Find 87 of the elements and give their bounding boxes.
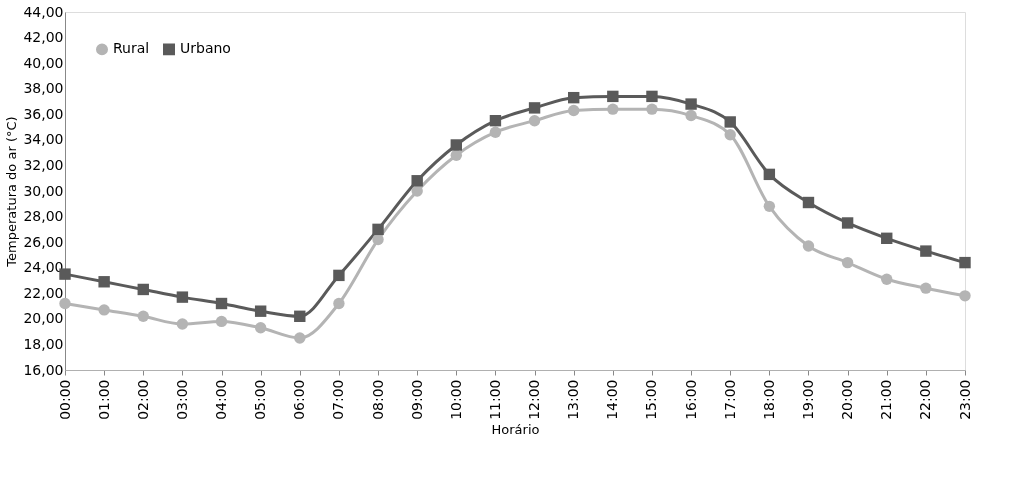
- point: [98, 276, 110, 288]
- y-tick-label: 42,00: [23, 29, 64, 46]
- x-tick-label: 03:00: [173, 379, 190, 420]
- point: [881, 273, 893, 285]
- y-tick-label: 40,00: [23, 54, 64, 71]
- point: [411, 175, 423, 187]
- x-tick-label: 04:00: [213, 379, 230, 420]
- x-tick-label: 11:00: [486, 379, 503, 420]
- point: [567, 91, 580, 104]
- y-axis-title: Temperatura do ar (°C): [4, 116, 20, 268]
- y-tick-label: 16,00: [23, 361, 64, 378]
- point: [763, 200, 776, 213]
- point: [215, 315, 228, 328]
- point: [137, 283, 149, 296]
- y-tick-label: 20,00: [23, 310, 64, 327]
- x-tick-label: 18:00: [760, 379, 777, 420]
- point: [567, 104, 580, 117]
- point: [254, 305, 267, 317]
- x-tick-label: 23:00: [956, 379, 973, 420]
- point: [802, 196, 815, 209]
- point: [881, 232, 893, 245]
- x-tick-label: 00:00: [56, 379, 73, 420]
- point: [607, 103, 619, 115]
- point: [607, 90, 619, 103]
- x-tick-label: 20:00: [839, 379, 856, 420]
- point: [450, 139, 463, 151]
- point: [489, 126, 502, 138]
- y-tick-label: 22,00: [23, 284, 64, 301]
- point: [489, 114, 502, 127]
- point: [646, 90, 658, 103]
- x-tick-label: 08:00: [369, 379, 386, 420]
- x-tick-label: 17:00: [721, 379, 738, 420]
- x-tick-label: 16:00: [682, 379, 699, 420]
- x-tick-label: 22:00: [917, 379, 934, 420]
- x-tick-label: 10:00: [447, 379, 464, 420]
- point: [841, 217, 854, 229]
- point: [294, 310, 306, 322]
- x-tick-label: 21:00: [878, 379, 895, 420]
- y-tick-label: 36,00: [23, 105, 64, 122]
- point: [685, 109, 697, 122]
- point: [646, 103, 658, 115]
- point: [176, 318, 189, 330]
- point: [802, 240, 815, 252]
- x-tick-label: 14:00: [604, 379, 621, 420]
- x-axis-title: Horário: [491, 421, 540, 437]
- point: [724, 129, 736, 141]
- point: [98, 304, 110, 316]
- point: [411, 185, 423, 197]
- y-tick-label: 34,00: [23, 131, 64, 148]
- point: [333, 297, 345, 310]
- legend-label: Urbano: [180, 40, 231, 57]
- x-tick-label: 06:00: [291, 379, 308, 420]
- point: [294, 332, 306, 344]
- point: [841, 256, 854, 269]
- point: [763, 168, 776, 181]
- x-tick-label: 19:00: [799, 379, 816, 420]
- y-tick-label: 32,00: [23, 156, 64, 173]
- point: [215, 297, 228, 310]
- y-tick-label: 44,00: [23, 3, 64, 20]
- point: [254, 322, 267, 334]
- x-tick-label: 15:00: [643, 379, 660, 420]
- y-tick-label: 28,00: [23, 208, 64, 225]
- point: [176, 291, 189, 303]
- x-tick-label: 05:00: [252, 379, 269, 420]
- y-tick-label: 26,00: [23, 233, 64, 250]
- x-tick-label: 09:00: [408, 379, 425, 420]
- y-tick-label: 38,00: [23, 80, 64, 97]
- point: [959, 290, 971, 302]
- point: [137, 310, 149, 322]
- x-tick-label: 12:00: [526, 379, 543, 420]
- x-tick-label: 02:00: [134, 379, 151, 420]
- point: [920, 245, 932, 257]
- legend-label: Rural: [113, 40, 150, 57]
- x-tick-label: 01:00: [95, 379, 112, 420]
- x-tick-label: 13:00: [565, 379, 582, 420]
- point: [685, 98, 697, 110]
- point: [333, 269, 345, 282]
- y-tick-label: 24,00: [23, 259, 64, 276]
- x-tick-label: 07:00: [330, 379, 347, 420]
- point: [724, 116, 736, 128]
- point: [528, 114, 541, 127]
- y-tick-label: 30,00: [23, 182, 64, 199]
- point: [372, 223, 384, 236]
- point: [920, 282, 932, 294]
- point: [959, 256, 971, 269]
- point: [528, 102, 541, 114]
- y-tick-label: 18,00: [23, 335, 64, 352]
